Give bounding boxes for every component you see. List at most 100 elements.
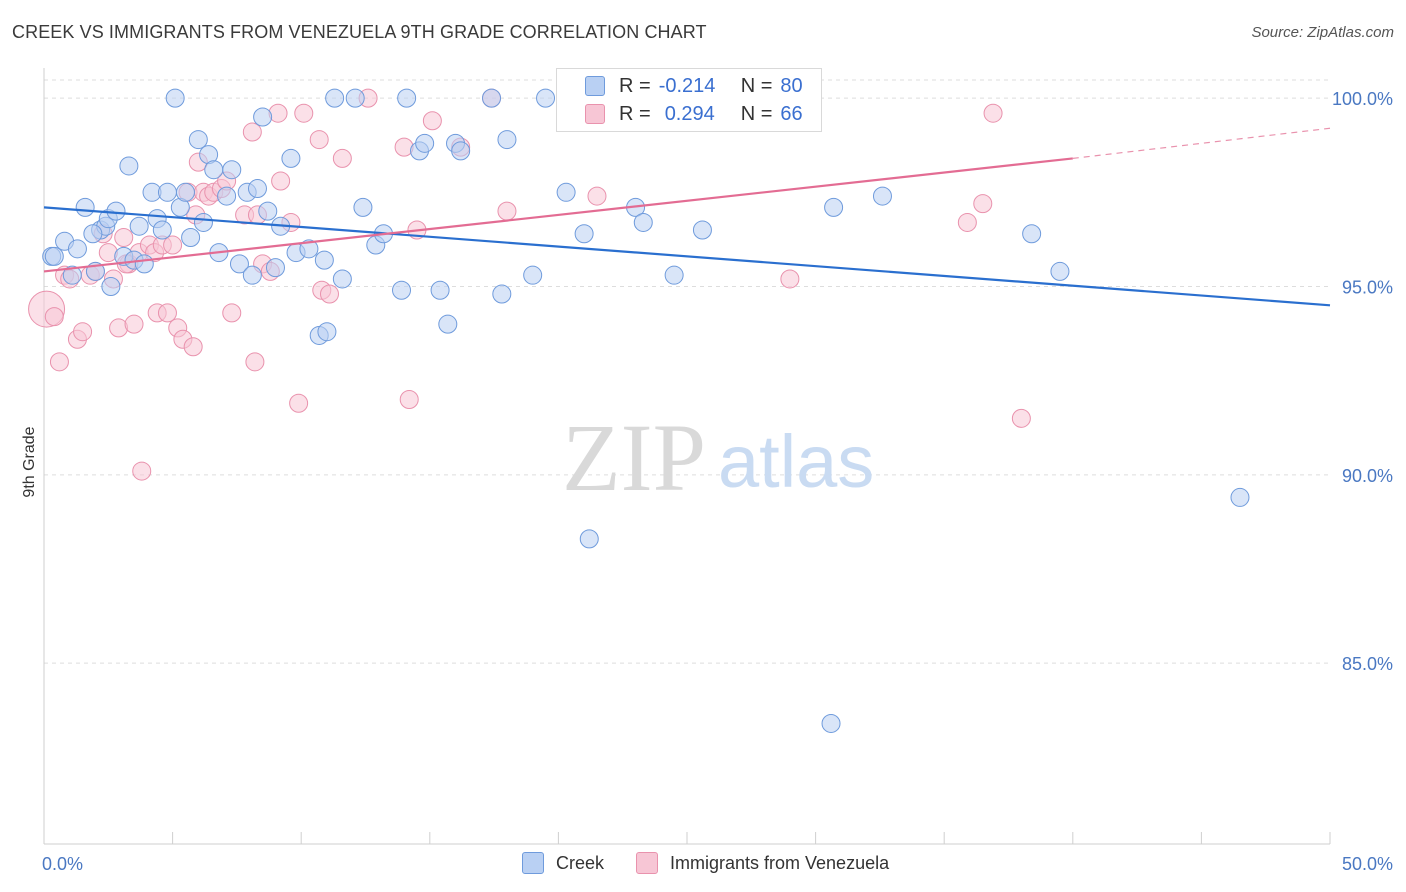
y-axis-label: 9th Grade <box>21 426 38 497</box>
n-label: N = <box>740 102 773 125</box>
creek-point <box>664 265 684 285</box>
creek-point <box>165 88 185 108</box>
creek-point <box>253 107 273 127</box>
creek-point <box>392 280 412 300</box>
creek-point <box>482 88 502 108</box>
creek-point <box>353 197 373 217</box>
r-value: 0.294 <box>664 102 715 125</box>
creek-point <box>497 130 517 150</box>
watermark-zip: ZIP <box>562 404 706 511</box>
y-tick-label: 85.0% <box>1342 654 1393 674</box>
venezuela-point <box>780 269 800 289</box>
creek-point <box>430 280 450 300</box>
creek-point <box>44 246 64 266</box>
creek-swatch <box>585 76 605 96</box>
y-tick-label: 100.0% <box>1332 89 1393 109</box>
creek-point <box>204 160 224 180</box>
creek-point <box>1230 487 1250 507</box>
venezuela-point <box>242 122 262 142</box>
creek-point <box>325 88 345 108</box>
creek-point <box>101 276 121 296</box>
venezuela-point <box>271 171 291 191</box>
creek-point <box>821 713 841 733</box>
creek-point <box>152 220 172 240</box>
series-venezuela-points <box>28 88 1031 481</box>
creek-point <box>345 88 365 108</box>
venezuela-point <box>124 314 144 334</box>
venezuela-point <box>497 201 517 221</box>
stats-row-creek: R = -0.214 N = 80 <box>585 73 803 99</box>
creek-point <box>181 228 201 248</box>
creek-point <box>317 322 337 342</box>
venezuela-point <box>294 103 314 123</box>
axes <box>43 68 1331 845</box>
x-tick-label: 0.0% <box>42 854 83 874</box>
x-tick-label: 50.0% <box>1342 854 1393 874</box>
creek-point <box>451 141 471 161</box>
creek-point <box>872 186 892 206</box>
legend-label-creek: Creek <box>556 852 605 873</box>
venezuela-trend-extension <box>1072 127 1331 160</box>
creek-point <box>129 216 149 236</box>
creek-point <box>332 269 352 289</box>
creek-point <box>217 186 237 206</box>
venezuela-point <box>245 352 265 372</box>
creek-point <box>75 197 95 217</box>
venezuela-point <box>1011 408 1031 428</box>
creek-point <box>1022 224 1042 244</box>
creek-swatch <box>522 852 544 874</box>
venezuela-point <box>319 284 339 304</box>
creek-point <box>106 201 126 221</box>
venezuela-point <box>973 194 993 214</box>
r-value: -0.214 <box>658 74 716 97</box>
tick-labels: 100.0% 95.0% 90.0% 85.0% 0.0% 50.0% <box>42 89 1393 874</box>
creek-point <box>157 182 177 202</box>
creek-point <box>193 212 213 232</box>
venezuela-trend-line <box>43 157 1073 273</box>
venezuela-point <box>183 337 203 357</box>
creek-point <box>258 201 278 221</box>
venezuela-point <box>157 303 177 323</box>
creek-point <box>83 224 103 244</box>
creek-point <box>579 529 599 549</box>
r-label: R = <box>619 102 651 125</box>
creek-point <box>281 148 301 168</box>
venezuela-point <box>163 235 183 255</box>
creek-point <box>188 130 208 150</box>
legend-label-venezuela: Immigrants from Venezuela <box>670 852 890 873</box>
legend-item-creek: Creek <box>522 852 604 874</box>
n-label: N = <box>740 74 773 97</box>
legend-item-venezuela: Immigrants from Venezuela <box>636 852 889 874</box>
creek-point <box>314 250 334 270</box>
series-legend: Creek Immigrants from Venezuela <box>0 852 1406 878</box>
chart-title: CREEK VS IMMIGRANTS FROM VENEZUELA 9TH G… <box>12 22 707 42</box>
creek-point <box>556 182 576 202</box>
creek-point <box>397 88 417 108</box>
y-tick-label: 90.0% <box>1342 466 1393 486</box>
creek-point <box>62 265 82 285</box>
venezuela-point <box>587 186 607 206</box>
creek-point <box>247 179 267 199</box>
watermark-atlas: atlas <box>718 420 874 503</box>
creek-trend-line <box>43 206 1331 307</box>
stats-row-venezuela: R = 0.294 N = 66 <box>585 101 803 127</box>
trend-lines <box>43 127 1331 307</box>
venezuela-point <box>132 461 152 481</box>
venezuela-point <box>309 130 329 150</box>
stats-legend: R = -0.214 N = 80 R = 0.294 N = 66 <box>556 68 822 132</box>
venezuela-swatch <box>585 104 605 124</box>
venezuela-point <box>983 103 1003 123</box>
n-value: 80 <box>780 74 803 97</box>
creek-point <box>299 239 319 259</box>
source-label: Source: ZipAtlas.com <box>1251 24 1394 41</box>
creek-point <box>692 220 712 240</box>
creek-point <box>492 284 512 304</box>
venezuela-point <box>399 389 419 409</box>
creek-point <box>536 88 556 108</box>
venezuela-point <box>289 393 309 413</box>
y-tick-label: 95.0% <box>1342 277 1393 297</box>
venezuela-point <box>73 322 93 342</box>
creek-point <box>824 197 844 217</box>
creek-point <box>222 160 242 180</box>
